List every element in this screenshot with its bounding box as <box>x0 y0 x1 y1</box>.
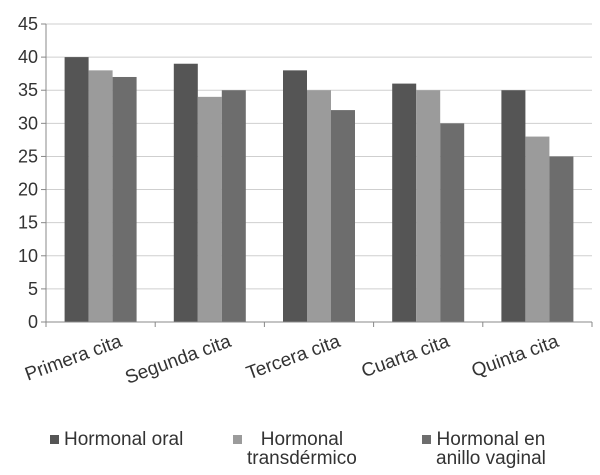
bar-series-2 <box>416 90 441 322</box>
bar-series-1 <box>392 83 417 322</box>
x-tick-label: Primera cita <box>22 331 125 386</box>
y-axis-ticks: 0 5 10 15 20 25 30 35 40 45 <box>18 14 46 332</box>
bar-series-2 <box>307 90 331 322</box>
y-tick-label: 15 <box>18 213 38 233</box>
legend-label-1: Hormonal oral <box>64 429 184 450</box>
y-tick-label: 10 <box>18 246 38 266</box>
x-tick-label: Segunda cita <box>122 331 234 389</box>
bar-series-1 <box>501 90 526 322</box>
legend-swatch-1 <box>50 435 59 444</box>
y-tick-label: 20 <box>18 180 38 200</box>
legend-item-1: Hormonal oral <box>50 430 183 449</box>
legend-item-2: Hormonal transdérmico <box>233 430 357 468</box>
legend-swatch-3 <box>422 435 431 444</box>
bar-series-1 <box>173 63 198 322</box>
bar-series-3 <box>112 76 137 322</box>
x-tick-label: Cuarta cita <box>359 331 453 382</box>
legend-label-3: Hormonal en anillo vaginal <box>436 429 546 469</box>
x-tick-label: Tercera cita <box>244 331 344 384</box>
legend-label-2: Hormonal transdérmico <box>247 429 357 469</box>
x-tick-label: Quinta cita <box>469 331 562 382</box>
bar-series-3 <box>331 110 355 322</box>
y-tick-label: 5 <box>28 279 38 299</box>
y-tick-label: 25 <box>18 146 38 166</box>
bar-series-3 <box>440 123 465 322</box>
y-tick-label: 40 <box>18 47 38 67</box>
legend-swatch-2 <box>233 435 242 444</box>
y-tick-label: 45 <box>18 14 38 34</box>
bar-series-2 <box>88 70 113 322</box>
bars <box>64 57 574 322</box>
y-tick-label: 0 <box>28 312 38 332</box>
y-tick-label: 35 <box>18 80 38 100</box>
legend: Hormonal oral Hormonal transdérmico Horm… <box>0 430 600 475</box>
legend-item-3: Hormonal en anillo vaginal <box>422 430 546 468</box>
bar-series-1 <box>64 57 89 322</box>
bar-series-2 <box>525 136 550 322</box>
y-tick-label: 30 <box>18 113 38 133</box>
bar-series-3 <box>221 90 246 322</box>
axes <box>45 24 592 323</box>
bar-series-3 <box>549 156 574 322</box>
bar-series-1 <box>283 70 307 322</box>
bar-series-2 <box>197 96 222 322</box>
